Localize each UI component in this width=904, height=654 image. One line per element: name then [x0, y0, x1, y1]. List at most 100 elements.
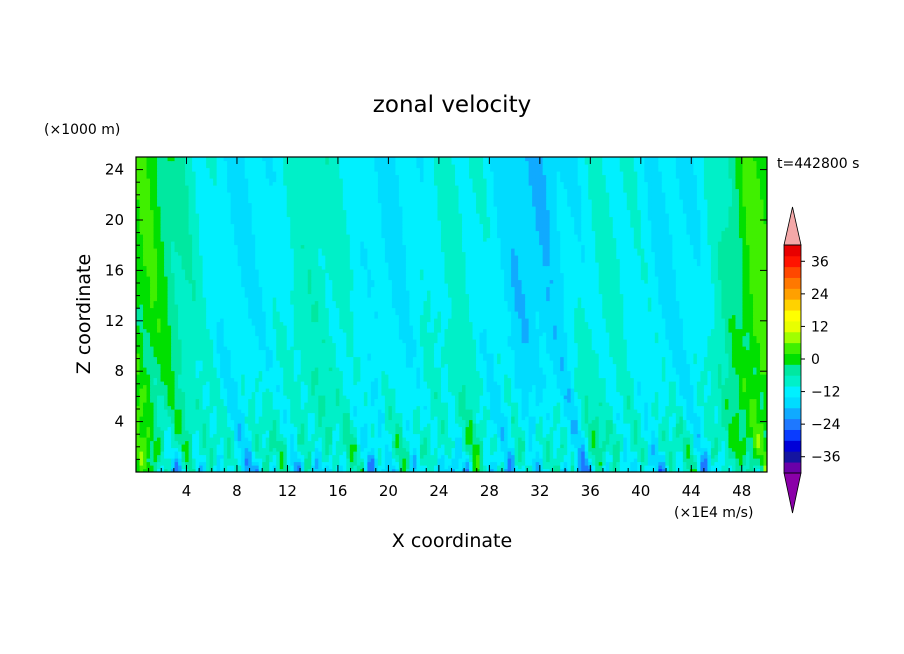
field-cell: [391, 405, 397, 410]
field-cell: [752, 444, 758, 449]
field-cell: [504, 398, 509, 403]
field-cell: [227, 447, 232, 452]
field-cell: [230, 395, 235, 400]
field-cell: [455, 412, 460, 417]
field-cell: [314, 447, 319, 452]
field-cell: [216, 374, 221, 379]
field-cell: [353, 465, 358, 470]
field-cell: [717, 416, 723, 421]
field-cell: [349, 423, 354, 428]
field-cell: [686, 395, 691, 400]
field-cell: [346, 402, 351, 407]
field-cell: [237, 433, 242, 438]
field-cell: [644, 447, 649, 452]
field-cell: [339, 416, 344, 421]
field-cell: [465, 440, 470, 445]
field-cell: [763, 433, 767, 438]
field-cell: [356, 391, 361, 396]
field-cell: [591, 468, 596, 472]
field-cell: [647, 461, 652, 466]
field-cell: [640, 395, 645, 400]
field-cell: [216, 447, 221, 452]
field-cell: [202, 454, 207, 459]
field-cell: [171, 419, 176, 424]
field-cell: [181, 391, 186, 396]
field-cell: [188, 391, 193, 396]
field-cell: [237, 395, 242, 400]
field-cell: [398, 454, 404, 459]
field-cell: [202, 433, 207, 438]
field-cell: [202, 405, 207, 410]
field-cell: [437, 419, 442, 424]
field-cell: [570, 430, 575, 435]
field-cell: [230, 384, 235, 389]
field-cell: [402, 465, 407, 470]
field-cell: [237, 374, 242, 379]
field-cell: [731, 419, 737, 424]
field-cell: [311, 419, 316, 424]
field-cell: [763, 398, 767, 403]
field-cell: [479, 447, 484, 452]
field-cell: [689, 416, 694, 421]
field-cell: [164, 388, 169, 393]
field-cell: [391, 388, 397, 393]
field-cell: [703, 454, 709, 459]
field-cell: [535, 409, 540, 414]
field-cell: [500, 465, 505, 470]
field-cell: [745, 426, 751, 431]
field-cell: [616, 388, 621, 393]
field-cell: [462, 405, 467, 410]
field-cell: [143, 430, 148, 435]
field-cell: [419, 423, 425, 428]
field-cell: [174, 398, 179, 403]
field-cell: [539, 409, 544, 414]
field-cell: [539, 395, 544, 400]
field-cell: [728, 437, 733, 442]
field-cell: [290, 430, 295, 435]
field-cell: [248, 454, 253, 459]
field-cell: [651, 402, 656, 407]
field-cell: [581, 405, 586, 410]
field-cell: [577, 419, 582, 424]
field-cell: [570, 412, 575, 417]
field-cell: [300, 447, 305, 452]
field-cell: [644, 384, 649, 389]
field-cell: [377, 416, 382, 421]
field-cell: [462, 451, 467, 456]
field-cell: [318, 440, 323, 445]
field-cell: [349, 433, 354, 438]
field-cell: [469, 412, 474, 417]
field-cell: [521, 381, 526, 386]
field-cell: [342, 395, 347, 400]
field-cell: [539, 444, 544, 449]
field-cell: [749, 381, 754, 386]
field-cell: [619, 433, 624, 438]
field-cell: [570, 388, 575, 393]
field-cell: [381, 377, 386, 382]
field-cell: [640, 388, 645, 393]
field-cell: [220, 454, 225, 459]
field-cell: [398, 377, 404, 382]
field-cell: [188, 374, 193, 379]
field-cell: [609, 423, 614, 428]
field-cell: [423, 447, 428, 452]
field-cell: [717, 440, 723, 445]
field-cell: [696, 444, 701, 449]
field-cell: [174, 391, 179, 396]
field-cell: [479, 465, 484, 470]
field-cell: [528, 391, 533, 396]
field-cell: [647, 395, 652, 400]
field-cell: [616, 461, 621, 466]
field-cell: [136, 447, 141, 452]
field-cell: [290, 437, 295, 442]
field-cell: [237, 430, 242, 435]
field-cell: [241, 426, 246, 431]
field-cell: [717, 412, 723, 417]
field-cell: [455, 461, 460, 466]
field-cell: [546, 468, 551, 472]
field-cell: [633, 377, 638, 382]
field-cell: [696, 377, 701, 382]
field-cell: [192, 419, 197, 424]
field-cell: [234, 384, 239, 389]
field-cell: [682, 388, 687, 393]
